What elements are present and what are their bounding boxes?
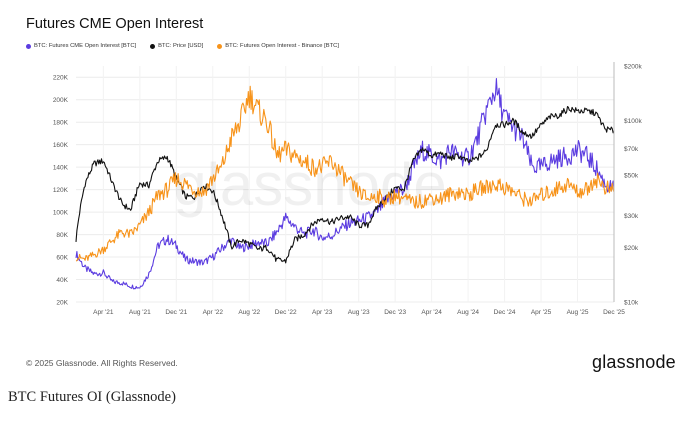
y-left-tick-label: 40K xyxy=(56,277,68,284)
x-tick-label: Dec '23 xyxy=(384,309,406,316)
x-tick-label: Apr '25 xyxy=(531,309,552,316)
legend-label-price: BTC: Price [USD] xyxy=(158,43,204,49)
y-left-tick-label: 100K xyxy=(53,210,69,217)
chart-legend: BTC: Futures CME Open Interest [BTC] BTC… xyxy=(26,43,339,49)
series-line-2 xyxy=(75,85,615,262)
y-left-tick-label: 60K xyxy=(56,255,68,262)
x-tick-label: Apr '23 xyxy=(312,309,333,316)
x-tick-label: Apr '22 xyxy=(203,309,224,316)
series-line-1 xyxy=(75,105,615,264)
chart-plot: glassnode 20K40K60K80K100K120K140K160K18… xyxy=(53,62,642,316)
x-tick-label: Dec '21 xyxy=(165,309,187,316)
legend-label-cme-oi: BTC: Futures CME Open Interest [BTC] xyxy=(34,43,137,49)
legend-dot-price xyxy=(150,43,156,49)
chart-card: Futures CME Open Interest BTC: Futures C… xyxy=(10,0,678,379)
y-left-tick-label: 160K xyxy=(53,142,69,149)
x-tick-label: Aug '25 xyxy=(567,309,589,316)
glassnode-logo: glassnode xyxy=(592,352,676,372)
grid-layer xyxy=(76,66,615,303)
y-right-tick-label: $10k xyxy=(624,300,639,307)
y-left-tick-label: 140K xyxy=(53,165,69,172)
y-left-tick-label: 200K xyxy=(53,97,69,104)
y-left-tick-label: 80K xyxy=(56,232,68,239)
y-left-tick-label: 180K xyxy=(53,120,69,127)
x-tick-label: Apr '21 xyxy=(93,309,114,316)
chart-title: Futures CME Open Interest xyxy=(26,16,204,32)
y-right-tick-label: $20k xyxy=(624,245,639,252)
y-right-tick-label: $50k xyxy=(624,173,639,180)
y-right-tick-label: $100k xyxy=(624,118,642,125)
copyright-text: © 2025 Glassnode. All Rights Reserved. xyxy=(26,358,178,368)
legend-label-binance-oi: BTC: Futures Open Interest - Binance [BT… xyxy=(225,43,339,49)
x-tick-label: Aug '22 xyxy=(238,309,260,316)
y-right-tick-label: $70k xyxy=(624,146,639,153)
y-right-tick-label: $30k xyxy=(624,213,639,220)
y-left-tick-label: 120K xyxy=(53,187,69,194)
x-tick-label: Dec '24 xyxy=(494,309,516,316)
axis-layer: 20K 40K 60K 80K 100K 120K 140K 160K 180K 200K 220K… xyxy=(53,62,642,316)
x-tick-label: Aug '24 xyxy=(457,309,479,316)
image-caption: BTC Futures OI (Glassnode) xyxy=(8,389,176,405)
x-tick-label: Dec '25 xyxy=(603,309,625,316)
series-line-0 xyxy=(75,78,615,290)
y-right-tick-label: $200k xyxy=(624,64,642,71)
y-left-tick-label: 20K xyxy=(56,300,68,307)
legend-item-cme-oi[interactable]: BTC: Futures CME Open Interest [BTC] xyxy=(26,43,136,49)
legend-item-binance-oi[interactable]: BTC: Futures Open Interest - Binance [BT… xyxy=(217,43,339,49)
x-tick-label: Aug '21 xyxy=(129,309,151,316)
x-tick-label: Dec '22 xyxy=(275,309,297,316)
x-tick-label: Aug '23 xyxy=(348,309,370,316)
x-tick-label: Apr '24 xyxy=(421,309,442,316)
y-left-tick-label: 220K xyxy=(53,75,69,82)
legend-dot-binance-oi xyxy=(217,43,223,49)
legend-dot-cme-oi xyxy=(26,43,31,49)
series-layer xyxy=(75,78,615,290)
legend-item-price[interactable]: BTC: Price [USD] xyxy=(150,43,203,49)
